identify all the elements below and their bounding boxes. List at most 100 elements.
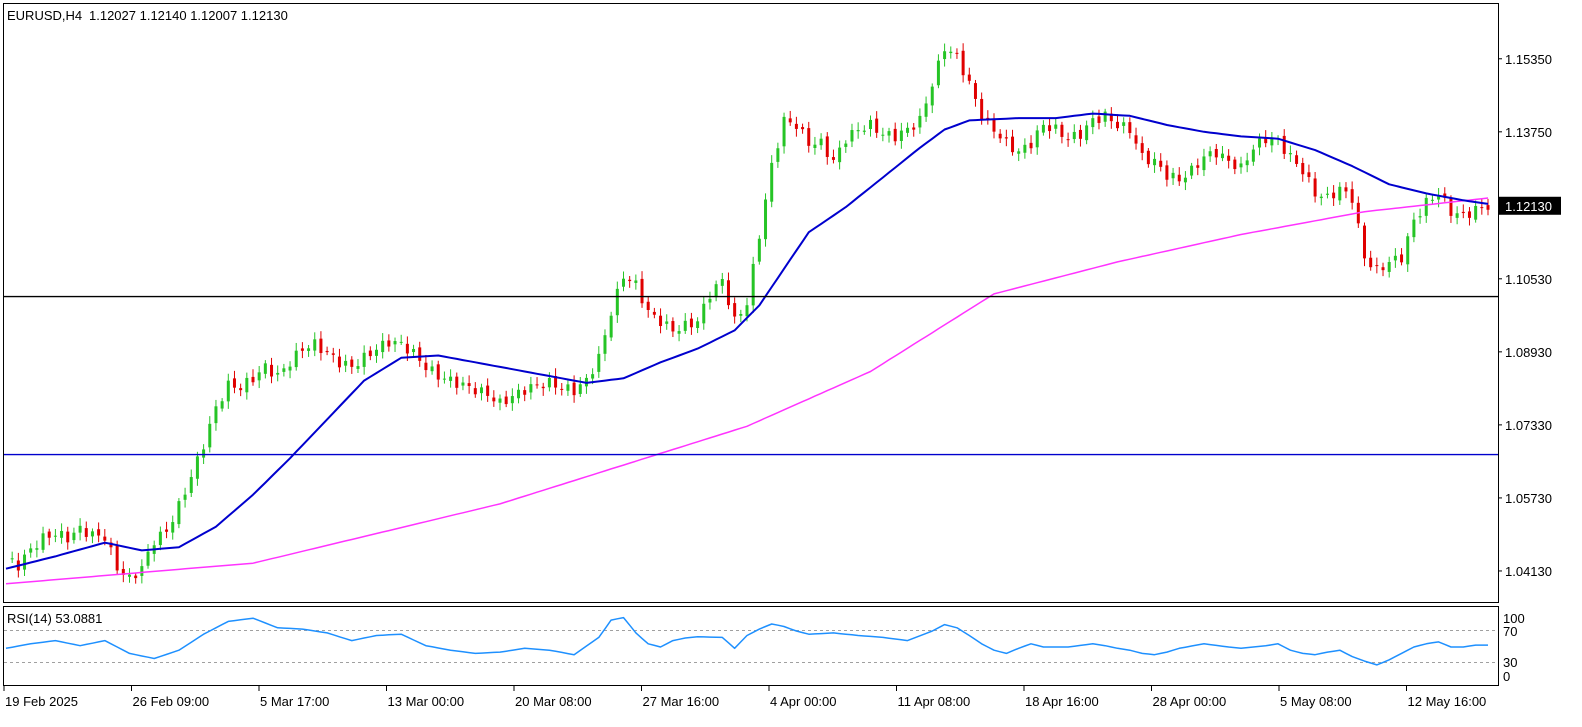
candle-body	[356, 366, 360, 369]
candle-body	[1109, 113, 1113, 122]
candles-layer	[10, 43, 1490, 584]
candle-body	[1264, 137, 1268, 144]
candle-body	[547, 377, 551, 388]
candle-body	[1406, 236, 1410, 265]
candle-body	[1400, 254, 1404, 263]
candle-body	[171, 522, 175, 533]
candle-body	[399, 341, 403, 343]
rsi-level-0-label: 0	[1503, 669, 1510, 684]
candle-body	[646, 301, 650, 310]
candle-body	[449, 376, 453, 381]
candle-body	[66, 531, 70, 543]
candle-body	[1418, 216, 1422, 218]
time-tick-label: 13 Mar 00:00	[388, 694, 465, 709]
candle-body	[1171, 172, 1175, 179]
candle-body	[1066, 139, 1070, 141]
price-tick-label: 1.04130	[1505, 564, 1552, 579]
candle-body	[362, 352, 366, 367]
candle-body	[936, 60, 940, 86]
candle-body	[566, 384, 570, 391]
candle-body	[165, 529, 169, 532]
candle-body	[862, 130, 866, 132]
candle-body	[782, 116, 786, 147]
candle-body	[1461, 211, 1465, 214]
time-tick-label: 27 Mar 16:00	[643, 694, 720, 709]
candle-body	[276, 372, 280, 375]
indicator-lines-layer	[5, 112, 1489, 666]
candle-body	[770, 162, 774, 202]
current-price-box	[1499, 196, 1561, 215]
candle-body	[368, 350, 372, 357]
candle-body	[294, 350, 298, 368]
candle-body	[924, 103, 928, 117]
candle-body	[375, 349, 378, 356]
ohlc-readout: 1.12027 1.12140 1.12007 1.12130	[89, 8, 288, 23]
candle-body	[1245, 160, 1249, 166]
candle-body	[1208, 151, 1212, 157]
price-tick-label: 1.13750	[1505, 125, 1552, 140]
candle-body	[967, 74, 971, 81]
candle-body	[1350, 189, 1354, 203]
candle-body	[53, 535, 57, 537]
candle-body	[1344, 187, 1348, 192]
candle-body	[1455, 213, 1459, 218]
candle-body	[1116, 121, 1119, 129]
candle-body	[1159, 160, 1163, 167]
time-tick-label: 18 Apr 16:00	[1025, 694, 1099, 709]
main-chart-frame	[3, 3, 1499, 603]
time-tick-label: 4 Apr 00:00	[770, 694, 837, 709]
rsi-panel-frame	[3, 606, 1499, 686]
candle-body	[986, 117, 990, 119]
candle-body	[307, 348, 311, 351]
candle-body	[1220, 153, 1224, 159]
current-price-label: 1.12130	[1505, 199, 1552, 214]
candle-body	[912, 127, 916, 130]
candle-body	[1103, 111, 1107, 122]
candle-body	[1295, 155, 1299, 164]
candle-body	[510, 396, 514, 404]
candle-body	[696, 321, 700, 328]
candle-body	[591, 374, 595, 379]
candle-body	[597, 353, 601, 372]
candle-body	[405, 343, 409, 354]
candle-body	[177, 501, 181, 525]
candle-body	[1251, 149, 1255, 162]
candle-body	[1196, 165, 1200, 168]
candle-body	[473, 388, 477, 395]
candle-body	[1375, 265, 1379, 267]
candle-body	[387, 340, 391, 347]
candle-body	[1424, 197, 1428, 216]
candle-body	[603, 335, 607, 354]
candle-body	[1480, 207, 1484, 209]
candle-body	[381, 340, 385, 353]
candle-body	[665, 321, 669, 324]
candle-body	[1282, 135, 1286, 154]
candle-body	[689, 318, 693, 328]
candle-body	[189, 477, 193, 493]
candle-body	[893, 128, 897, 142]
candle-body	[134, 575, 138, 579]
time-tick-label: 28 Apr 00:00	[1153, 694, 1227, 709]
candle-body	[1486, 205, 1490, 210]
candle-body	[479, 387, 483, 394]
candle-body	[578, 384, 582, 394]
candle-body	[838, 147, 842, 163]
candle-body	[1072, 131, 1076, 140]
candle-body	[714, 284, 718, 298]
candle-body	[1122, 122, 1126, 126]
candle-body	[121, 568, 125, 575]
candle-body	[1078, 129, 1082, 139]
candle-body	[1091, 118, 1095, 128]
candle-body	[60, 530, 64, 538]
candle-body	[90, 531, 94, 537]
candle-body	[288, 366, 292, 371]
candle-body	[875, 118, 879, 133]
candle-body	[350, 359, 354, 367]
candle-body	[1023, 144, 1027, 153]
candle-body	[1165, 165, 1169, 180]
candle-body	[270, 364, 274, 377]
time-tick-label: 5 Mar 17:00	[260, 694, 329, 709]
candle-body	[418, 347, 422, 361]
